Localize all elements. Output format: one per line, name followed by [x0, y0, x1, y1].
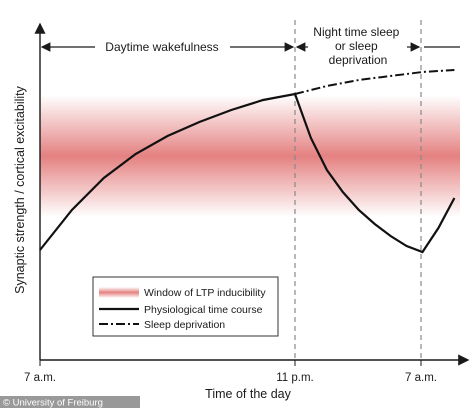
legend-swatch-band	[99, 287, 139, 298]
legend-label-physio: Physiological time course	[144, 304, 263, 316]
legend-label-band: Window of LTP inducibility	[144, 287, 266, 299]
x-axis-title: Time of the day	[205, 387, 291, 401]
phase-label-daytime: Daytime wakefulness	[105, 40, 218, 54]
x-tick-label-2: 11 p.m.	[276, 372, 314, 384]
legend: Window of LTP inducibility Physiological…	[92, 276, 279, 337]
x-tick-label-3: 7 a.m.	[405, 372, 437, 384]
x-tick-label-1: 7 a.m.	[24, 372, 56, 384]
legend-box	[92, 276, 279, 337]
ltp-window-band	[40, 95, 460, 217]
credit-text: © University of Freiburg	[3, 398, 103, 408]
phase-label-night: Night time sleep or sleep deprivation	[313, 25, 402, 67]
sleep-deprivation-line	[294, 69, 455, 95]
physiological-time-course-line	[39, 92, 456, 254]
credit-background	[0, 396, 140, 408]
y-axis-title: Synaptic strength / cortical excitabilit…	[13, 85, 27, 293]
legend-label-sleepdep: Sleep deprivation	[144, 319, 225, 331]
